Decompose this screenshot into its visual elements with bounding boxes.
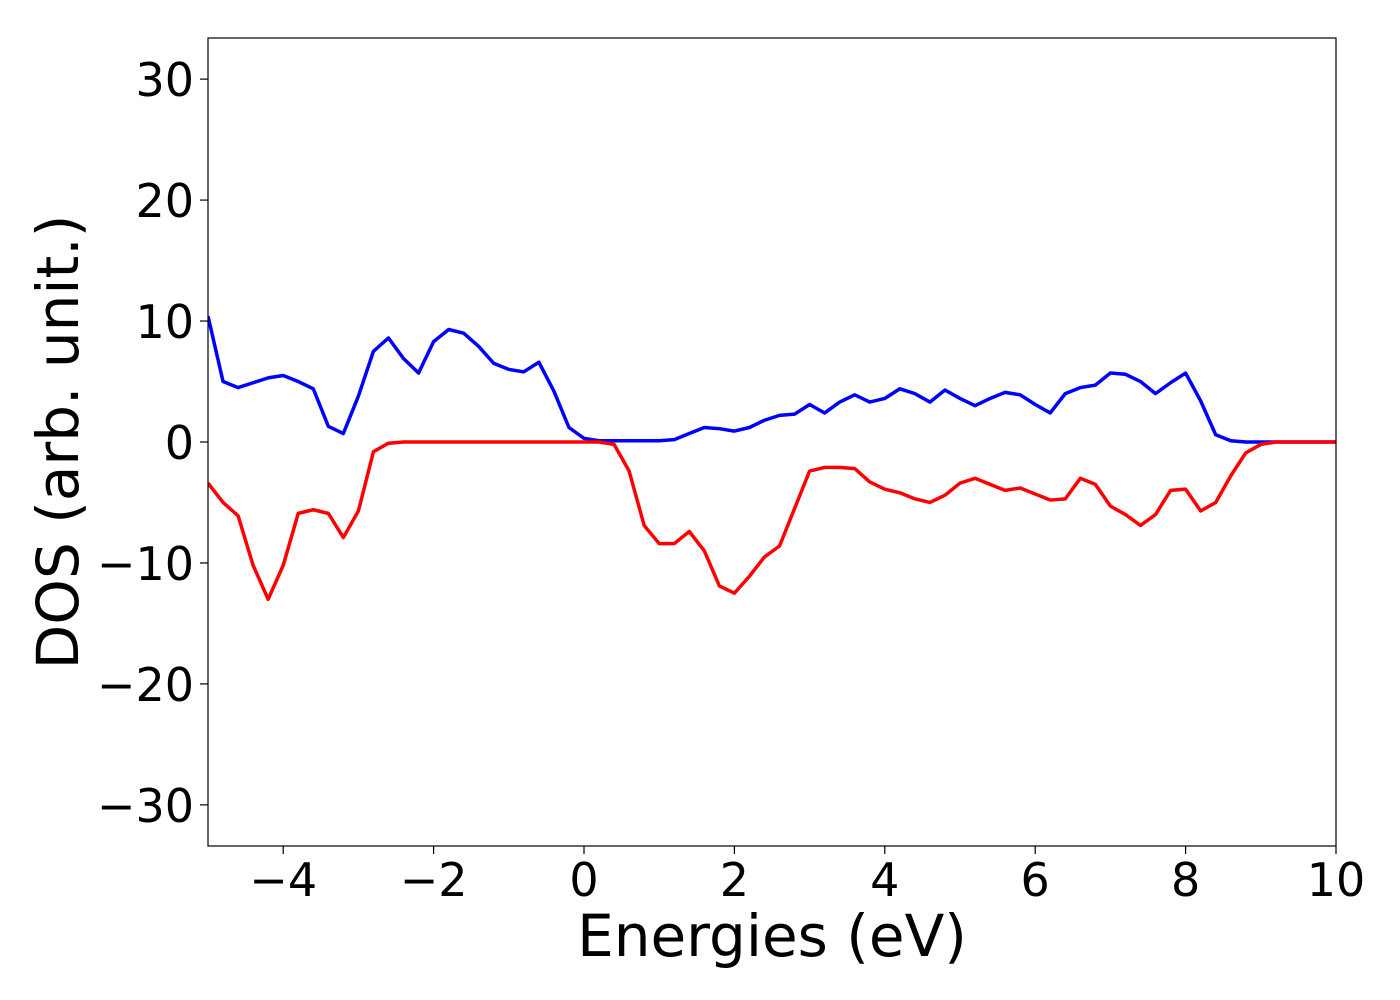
x-tick-label: 8 — [1171, 853, 1200, 907]
y-tick-label: 30 — [135, 53, 194, 107]
x-tick-label: 0 — [569, 853, 598, 907]
x-tick-label: −2 — [400, 853, 468, 907]
y-tick-label: −10 — [97, 537, 194, 591]
x-tick-label: 4 — [870, 853, 899, 907]
plot-frame — [207, 37, 1337, 847]
y-tick-label: 0 — [165, 416, 194, 470]
y-axis-label: DOS (arb. unit.) — [24, 215, 92, 670]
dos-line — [208, 440, 1336, 601]
x-tick-label: −4 — [249, 853, 317, 907]
x-tick-label: 10 — [1307, 853, 1366, 907]
y-tick-label: 20 — [135, 174, 194, 228]
x-tick-label: 2 — [720, 853, 749, 907]
y-tick-label: −20 — [97, 658, 194, 712]
x-axis-label: Energies (eV) — [577, 902, 967, 970]
dos-line — [208, 315, 1336, 444]
x-tick-label: 6 — [1021, 853, 1050, 907]
y-tick-label: 10 — [135, 295, 194, 349]
y-tick-label: −30 — [97, 779, 194, 833]
